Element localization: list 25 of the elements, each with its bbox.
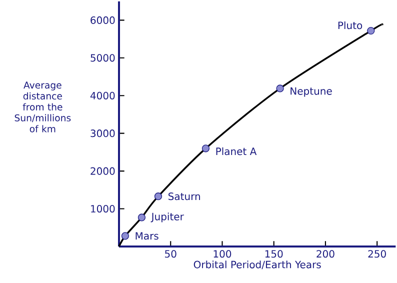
annotation: Jupiter bbox=[150, 212, 184, 222]
y-tick-label: 5000 bbox=[90, 54, 115, 62]
x-tick-label: 50 bbox=[165, 250, 176, 258]
point bbox=[367, 26, 375, 35]
annotation: Neptune bbox=[290, 87, 332, 97]
y-axis-title: Average distance from the Sun/millions of km bbox=[14, 82, 71, 132]
y-tick-label: 4000 bbox=[90, 92, 115, 100]
x-tick-label: 200 bbox=[316, 250, 334, 258]
annotation: Planet A bbox=[216, 147, 257, 156]
x-tick-label: 100 bbox=[214, 250, 232, 258]
point bbox=[121, 232, 129, 240]
y-tick-label: 2000 bbox=[90, 167, 115, 175]
point bbox=[154, 192, 162, 200]
x-tick-label: 150 bbox=[265, 250, 283, 258]
y-tick-label: 6000 bbox=[90, 16, 115, 24]
y-tick-label: 3000 bbox=[90, 130, 115, 138]
x-tick-label: 250 bbox=[368, 250, 386, 258]
y-tick-label: 1000 bbox=[91, 204, 115, 213]
annotation: Mars bbox=[136, 232, 158, 240]
annotation: Saturn bbox=[168, 192, 200, 200]
point bbox=[138, 214, 146, 222]
x-axis-title: Orbital Period/Earth Years bbox=[194, 260, 321, 270]
annotation: Pluto bbox=[338, 21, 362, 30]
point bbox=[276, 84, 284, 92]
point bbox=[202, 144, 210, 152]
